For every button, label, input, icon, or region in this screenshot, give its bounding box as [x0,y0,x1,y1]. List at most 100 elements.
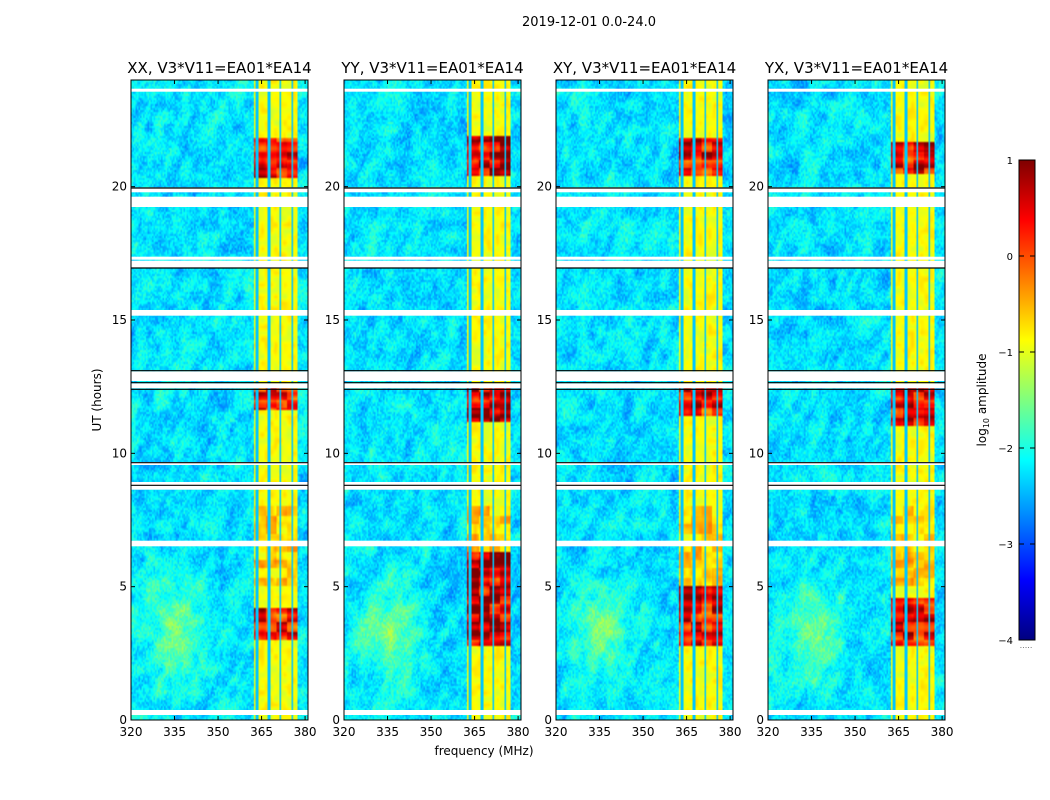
flagged-row [768,187,945,193]
flagged-row [556,263,733,269]
flagged-row [131,199,308,203]
flagged-row [556,543,733,547]
y-tick-label: 15 [325,313,340,327]
waterfall-panel: YX, V3*V11=EA01*EA14 320 335 350 365 380 0 5 10 1… [749,59,954,739]
flagged-row [768,482,945,485]
y-tick-label: 20 [325,180,340,194]
x-tick-label: 365 [887,725,910,739]
flagged-row [131,484,308,490]
figure-title: 2019-12-01 0.0-24.0 [522,15,656,30]
colorbar: 1 0 −1 −2 −3 −4 log10 amplitude ..... [975,156,1036,650]
y-tick-label: 20 [749,180,764,194]
panel-frame [555,79,734,721]
y-tick-label: 5 [544,580,552,594]
flagged-row [344,378,521,381]
x-tick-label: 350 [632,725,655,739]
panel-title: XY, V3*V11=EA01*EA14 [553,59,736,77]
x-tick-label: 380 [719,725,742,739]
flagged-row [131,375,308,379]
flagged-row [768,378,945,381]
flagged-row [556,484,733,490]
flagged-row [344,310,521,313]
flagged-row [768,543,945,547]
flagged-row [556,383,733,389]
flagged-row [556,371,733,377]
x-axis-label: frequency (MHz) [434,744,533,758]
y-axis-label: UT (hours) [90,368,104,431]
y-tick-label: 0 [119,713,127,727]
flagged-row [344,543,521,547]
flagged-row [131,88,308,92]
flagged-row [131,310,308,313]
flagged-row [768,196,945,200]
flagged-row [556,88,733,92]
x-tick-label: 320 [757,725,780,739]
colorbar-ticks: 1 0 −1 −2 −3 −4 [998,156,1035,647]
flagged-row [768,202,945,207]
flagged-row [768,310,945,313]
panels-group: XX, V3*V11=EA01*EA14 320 335 350 365 380 0 5 10 1… [112,59,954,739]
flagged-row [131,260,308,264]
flagged-row [131,383,308,389]
flagged-row [344,256,521,260]
y-tick-label: 5 [756,580,764,594]
y-tick-label: 0 [756,713,764,727]
flagged-row [344,710,521,715]
flagged-row [556,482,733,485]
flagged-row [131,462,308,465]
flagged-row [556,199,733,203]
x-tick-label: 335 [376,725,399,739]
y-tick-label: 0 [544,713,552,727]
flagged-row [768,260,945,264]
flagged-row [768,375,945,379]
flagged-row [768,199,945,203]
flagged-row [344,199,521,203]
y-tick-label: 10 [325,446,340,460]
y-tick-label: 5 [119,580,127,594]
flagged-row [131,540,308,544]
flagged-row [344,187,521,193]
flagged-row [344,88,521,92]
flagged-row [344,462,521,465]
x-tick-label: 320 [333,725,356,739]
flagged-row [768,484,945,490]
y-tick-label: 15 [749,313,764,327]
colorbar-label: log10 amplitude [975,354,991,447]
y-tick-label: 15 [537,313,552,327]
waterfall-raster [768,80,945,720]
flagged-row [131,196,308,200]
colorbar-tick-label: −4 [998,636,1013,647]
flagged-row [768,540,945,544]
flagged-row [344,540,521,544]
flagged-row [131,256,308,260]
flagged-row [344,202,521,207]
flagged-row [131,710,308,715]
flagged-row [344,196,521,200]
flagged-row [768,710,945,715]
waterfall-panel: XY, V3*V11=EA01*EA14 320 335 350 365 380 0 5 10 1… [537,59,742,739]
colorbar-tick-label: 1 [1007,156,1013,167]
y-tick-label: 10 [749,446,764,460]
colorbar-gradient [1018,159,1036,641]
flagged-row [344,482,521,485]
x-tick-label: 365 [250,725,273,739]
flagged-row [131,202,308,207]
colorbar-tick-label: −2 [998,444,1013,455]
flagged-row [131,187,308,193]
flagged-row [344,375,521,379]
x-tick-label: 380 [507,725,530,739]
y-tick-label: 10 [537,446,552,460]
flagged-row [556,256,733,260]
flagged-row [131,263,308,269]
x-tick-label: 350 [207,725,230,739]
flagged-row [556,202,733,207]
y-tick-label: 15 [112,313,127,327]
flagged-row [131,543,308,547]
flagged-row [768,312,945,316]
flagged-row [556,540,733,544]
waterfall-raster [556,80,733,720]
flagged-row [131,482,308,485]
panel-title: YY, V3*V11=EA01*EA14 [340,59,523,77]
x-tick-label: 320 [545,725,568,739]
y-tick-label: 20 [112,180,127,194]
